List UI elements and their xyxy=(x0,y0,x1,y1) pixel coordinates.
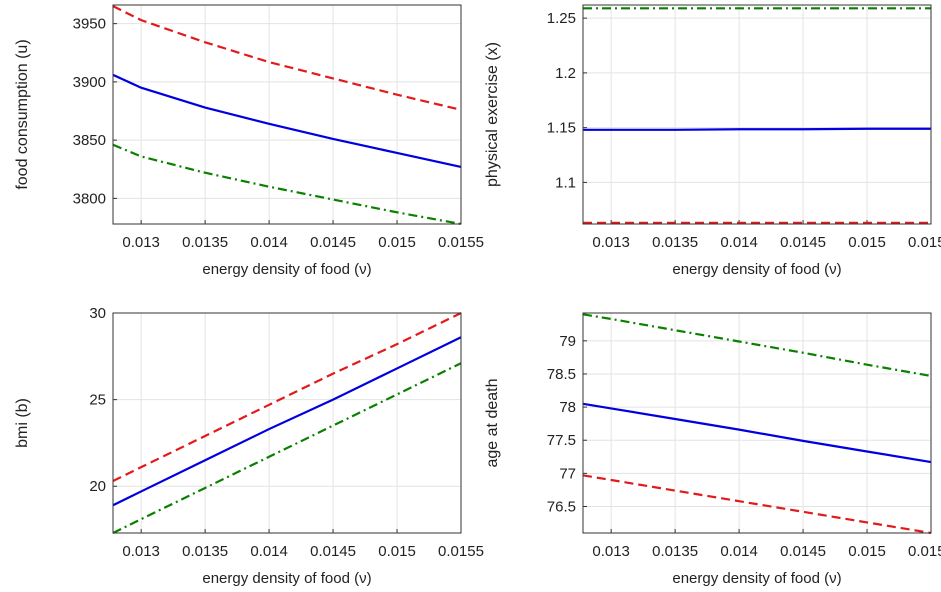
x-tick-label: 0.0135 xyxy=(182,234,228,251)
y-tick-label: 3850 xyxy=(73,132,106,149)
x-tick-label: 0.015 xyxy=(848,543,886,560)
x-tick-label: 0.0155 xyxy=(908,543,941,560)
plot-frame xyxy=(112,312,462,534)
x-tick-label: 0.015 xyxy=(848,234,886,251)
y-tick-label: 1.15 xyxy=(547,120,576,137)
data-line xyxy=(112,143,462,226)
y-tick-label: 1.25 xyxy=(547,10,576,27)
data-line xyxy=(112,312,462,483)
y-axis-label: bmi (b) xyxy=(14,398,31,448)
x-tick-label: 0.0145 xyxy=(310,543,356,560)
y-tick-label: 1.2 xyxy=(555,65,576,82)
y-tick-label: 3900 xyxy=(73,74,106,91)
data-line xyxy=(583,127,931,131)
x-tick-label: 0.0145 xyxy=(310,234,356,251)
data-line xyxy=(582,474,932,535)
plot-area xyxy=(583,5,931,224)
y-tick-label: 30 xyxy=(89,305,106,322)
x-tick-label: 0.013 xyxy=(122,543,160,560)
x-tick-label: 0.015 xyxy=(378,543,416,560)
y-tick-label: 77 xyxy=(559,465,576,482)
x-tick-label: 0.014 xyxy=(250,543,288,560)
x-tick-label: 0.0155 xyxy=(438,234,484,251)
data-line xyxy=(582,402,932,464)
x-tick-label: 0.0155 xyxy=(438,543,484,560)
plot-area xyxy=(113,5,461,224)
x-tick-label: 0.013 xyxy=(122,234,160,251)
plot-frame xyxy=(582,312,932,534)
y-tick-label: 79 xyxy=(559,333,576,350)
plot-area xyxy=(113,313,461,533)
data-line xyxy=(112,5,462,111)
x-axis-label: energy density of food (ν) xyxy=(202,570,371,587)
y-tick-label: 25 xyxy=(89,392,106,409)
y-tick-label: 77.5 xyxy=(547,432,576,449)
x-tick-label: 0.0135 xyxy=(652,543,698,560)
y-tick-label: 76.5 xyxy=(547,498,576,515)
y-axis-label: physical exercise (x) xyxy=(484,42,501,187)
x-tick-label: 0.0145 xyxy=(780,543,826,560)
y-tick-label: 3950 xyxy=(73,16,106,33)
y-tick-label: 78.5 xyxy=(547,366,576,383)
data-line xyxy=(582,313,932,378)
data-line xyxy=(112,362,462,534)
y-tick-label: 20 xyxy=(89,478,106,495)
data-line xyxy=(112,336,462,507)
x-tick-label: 0.0135 xyxy=(652,234,698,251)
x-axis-label: energy density of food (ν) xyxy=(672,570,841,587)
x-tick-label: 0.014 xyxy=(720,543,758,560)
x-tick-label: 0.0135 xyxy=(182,543,228,560)
x-axis-label: energy density of food (ν) xyxy=(202,261,371,278)
y-tick-label: 1.1 xyxy=(555,174,576,191)
x-tick-label: 0.013 xyxy=(592,543,630,560)
plot-frame xyxy=(582,4,932,225)
data-line xyxy=(112,73,462,168)
x-tick-label: 0.013 xyxy=(592,234,630,251)
x-axis-label: energy density of food (ν) xyxy=(672,261,841,278)
x-tick-label: 0.014 xyxy=(720,234,758,251)
x-tick-label: 0.015 xyxy=(378,234,416,251)
x-tick-label: 0.0145 xyxy=(780,234,826,251)
x-tick-label: 0.014 xyxy=(250,234,288,251)
y-tick-label: 78 xyxy=(559,399,576,416)
plot-area xyxy=(583,313,931,533)
x-tick-label: 0.0155 xyxy=(908,234,941,251)
y-tick-label: 3800 xyxy=(73,190,106,207)
y-axis-label: age at death xyxy=(484,379,501,468)
y-axis-label: food consumption (u) xyxy=(14,39,31,189)
plot-frame xyxy=(112,4,462,225)
